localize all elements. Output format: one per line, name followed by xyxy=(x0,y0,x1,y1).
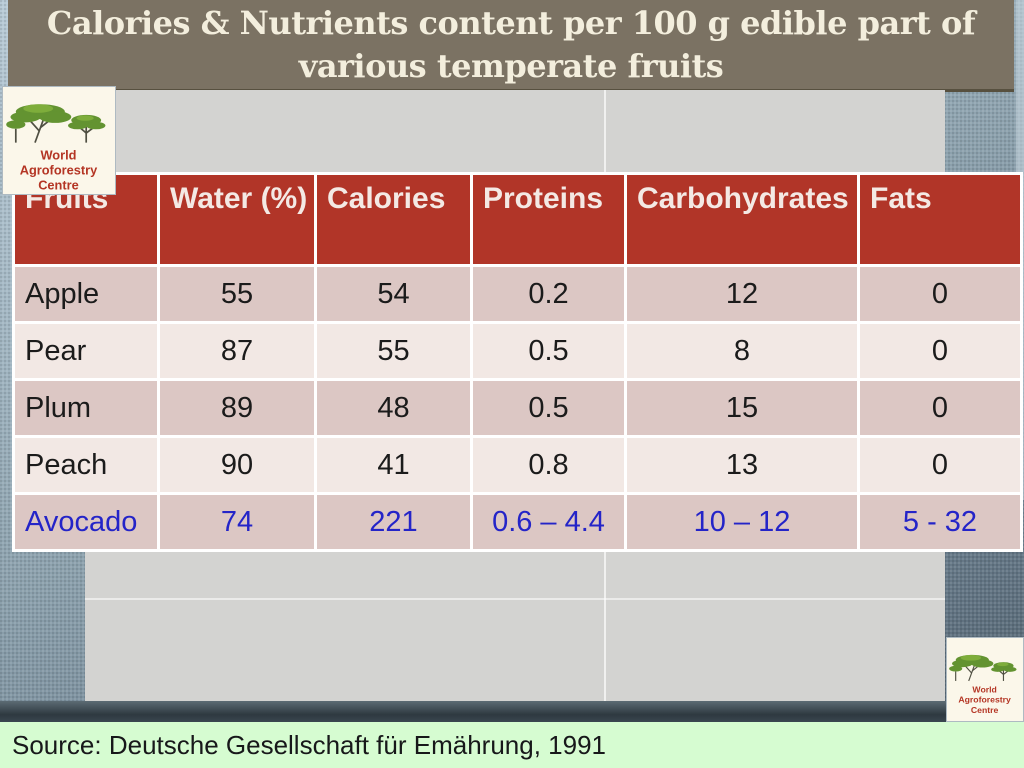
logo-text-centre: Centre xyxy=(971,705,999,715)
fruit-name-cell: Peach xyxy=(12,435,160,495)
fruit-name-cell: Apple xyxy=(12,264,160,324)
value-cell: 55 xyxy=(314,321,473,381)
value-cell: 5 - 32 xyxy=(857,492,1023,552)
logo-text-world: World xyxy=(972,685,996,695)
value-cell: 89 xyxy=(157,378,317,438)
logo-text-agroforestry: Agroforestry xyxy=(20,163,98,178)
value-cell: 41 xyxy=(314,435,473,495)
header-cell-fats: Fats xyxy=(857,172,1023,267)
agroforestry-trees-icon: World Agroforestry Centre xyxy=(6,104,106,193)
value-cell: 74 xyxy=(157,492,317,552)
header-cell-water: Water (%) xyxy=(157,172,317,267)
value-cell: 55 xyxy=(157,264,317,324)
fruit-name-cell: Pear xyxy=(12,321,160,381)
table-row: Apple 55 54 0.2 12 0 xyxy=(12,264,1023,324)
page-title: Calories & Nutrients content per 100 g e… xyxy=(46,3,976,85)
header-cell-calories: Calories xyxy=(314,172,473,267)
title-bar: Calories & Nutrients content per 100 g e… xyxy=(8,0,1014,92)
panel-grid-hline xyxy=(85,598,945,600)
value-cell: 48 xyxy=(314,378,473,438)
value-cell: 0.2 xyxy=(470,264,627,324)
value-cell: 0 xyxy=(857,435,1023,495)
value-cell: 221 xyxy=(314,492,473,552)
value-cell: 54 xyxy=(314,264,473,324)
agroforestry-logo-bottom-right: World Agroforestry Centre xyxy=(946,637,1024,722)
nutrient-table: Fruits Water (%) Calories Proteins Carbo… xyxy=(12,172,1023,552)
value-cell: 15 xyxy=(624,378,860,438)
value-cell: 0 xyxy=(857,378,1023,438)
value-cell: 0.5 xyxy=(470,378,627,438)
table-row: Pear 87 55 0.5 8 0 xyxy=(12,321,1023,381)
value-cell: 0 xyxy=(857,321,1023,381)
header-cell-carbohydrates: Carbohydrates xyxy=(624,172,860,267)
source-bar: Source: Deutsche Gesellschaft für Emähru… xyxy=(0,722,1024,768)
table-row: Avocado 74 221 0.6 – 4.4 10 – 12 5 - 32 xyxy=(12,492,1023,552)
value-cell: 0.6 – 4.4 xyxy=(470,492,627,552)
value-cell: 90 xyxy=(157,435,317,495)
value-cell: 0 xyxy=(857,264,1023,324)
value-cell: 8 xyxy=(624,321,860,381)
value-cell: 0.5 xyxy=(470,321,627,381)
value-cell: 10 – 12 xyxy=(624,492,860,552)
logo-text-world: World xyxy=(40,148,76,163)
value-cell: 12 xyxy=(624,264,860,324)
bottom-dark-band xyxy=(0,701,1024,722)
agroforestry-trees-icon: World Agroforestry Centre xyxy=(949,654,1017,715)
logo-text-agroforestry: Agroforestry xyxy=(958,695,1011,705)
source-text: Source: Deutsche Gesellschaft für Emähru… xyxy=(12,729,606,760)
fruit-name-cell: Avocado xyxy=(12,492,160,552)
logo-text-centre: Centre xyxy=(38,178,79,193)
agroforestry-logo-top-left: World Agroforestry Centre xyxy=(2,86,116,195)
fruit-name-cell: Plum xyxy=(12,378,160,438)
value-cell: 13 xyxy=(624,435,860,495)
value-cell: 87 xyxy=(157,321,317,381)
value-cell: 0.8 xyxy=(470,435,627,495)
table-row: Peach 90 41 0.8 13 0 xyxy=(12,435,1023,495)
table-header-row: Fruits Water (%) Calories Proteins Carbo… xyxy=(12,172,1023,267)
header-cell-proteins: Proteins xyxy=(470,172,627,267)
table-row: Plum 89 48 0.5 15 0 xyxy=(12,378,1023,438)
nutrient-table-body: Apple 55 54 0.2 12 0 Pear 87 55 0.5 8 0 Plum 89 48 0.5 1… xyxy=(12,264,1023,552)
